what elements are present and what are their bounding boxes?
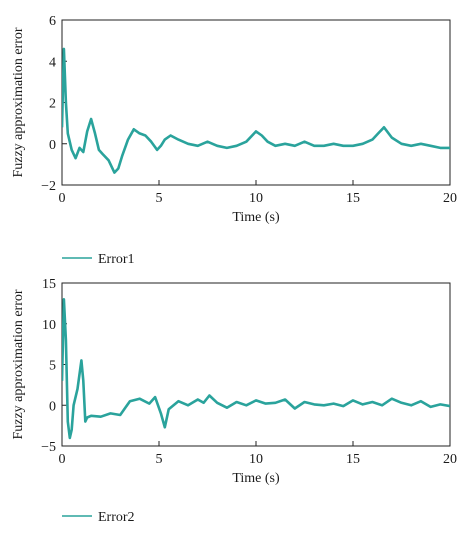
y-tick-label: 2: [49, 97, 56, 112]
x-tick-label: 20: [443, 452, 457, 467]
x-tick-label: 10: [249, 452, 263, 467]
x-tick-label: 5: [156, 452, 163, 467]
y-tick-label: 0: [49, 138, 56, 153]
series-line-error2: [62, 298, 450, 440]
y-tick-label: −2: [41, 179, 56, 194]
x-tick-label: 0: [59, 191, 66, 206]
x-tick-label: 20: [443, 191, 457, 206]
plot-frame: [61, 282, 451, 447]
legend: Error1: [62, 252, 135, 267]
y-tick-label: −5: [41, 440, 56, 455]
legend-label-error2: Error2: [98, 510, 135, 525]
y-tick-label: 10: [42, 318, 56, 333]
series-line-error1: [62, 47, 450, 174]
y-tick-label: 15: [42, 277, 56, 292]
y-tick-label: 6: [49, 14, 56, 29]
x-axis-label: Time (s): [232, 471, 280, 486]
series-lines: [62, 47, 450, 174]
y-tick-label: 0: [49, 399, 56, 414]
x-tick-label: 15: [346, 452, 360, 467]
y-axis-label: Fuzzy approximation error: [11, 289, 26, 439]
y-tick-label: 4: [49, 55, 56, 70]
chart-panel-error2: Fuzzy approximation error Time (s) 0 5 10 1…: [11, 277, 457, 525]
legend: Error2: [62, 510, 135, 525]
y-tick-label: 5: [49, 359, 56, 374]
x-tick-label: 15: [346, 191, 360, 206]
chart-panel-error1: Fuzzy approximation error Time (s) 0 5 10 1…: [11, 14, 457, 267]
x-axis-label: Time (s): [232, 210, 280, 225]
legend-label-error1: Error1: [98, 252, 135, 267]
y-axis-label: Fuzzy approximation error: [11, 27, 26, 177]
x-tick-label: 0: [59, 452, 66, 467]
x-tick-label: 5: [156, 191, 163, 206]
series-lines: [62, 298, 450, 440]
x-tick-label: 10: [249, 191, 263, 206]
